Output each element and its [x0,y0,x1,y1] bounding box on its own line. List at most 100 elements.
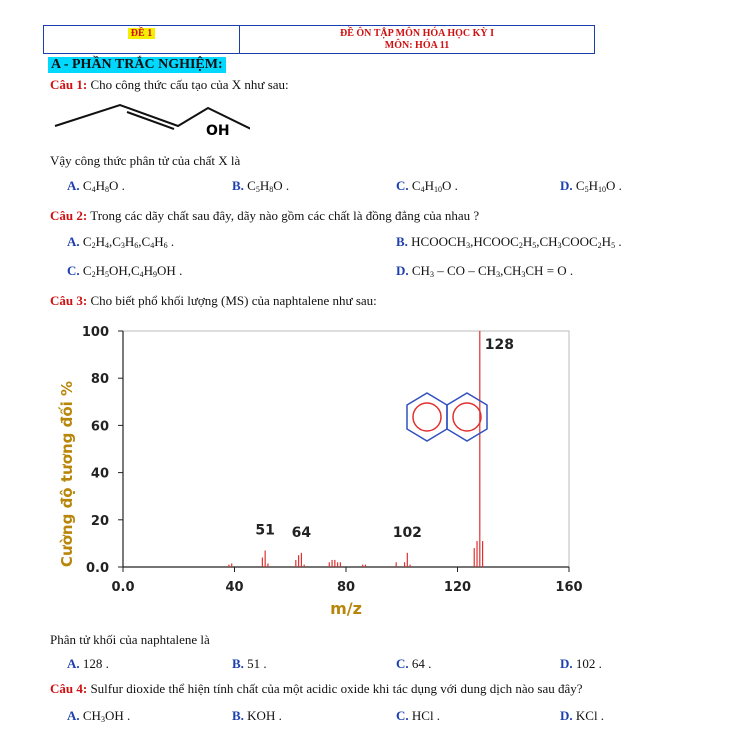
q4-option-a[interactable]: A. CH3OH . [67,708,130,724]
option-label: B. [396,234,412,249]
y-axis-label: Cường độ tương đối % [57,381,76,567]
option-label: D. [560,656,576,671]
formula-text: H [588,178,598,193]
q3-option-b[interactable]: B. 51 . [232,656,267,672]
peak-label-102: 102 [393,525,422,541]
option-label: A. [67,178,83,193]
formula-subscript: 5 [104,270,109,279]
q1-option-c[interactable]: C. C4H10O . [396,178,458,194]
option-label: D. [560,178,576,193]
axis-ticks: 0.0 40 80 120 160 0.0 20 40 60 80 100 [82,325,583,595]
question-4-text: Sulfur dioxide thể hiện tính chất của mộ… [90,681,583,696]
formula-subscript: 3 [100,715,105,724]
q1-option-a[interactable]: A. C4H8O . [67,178,125,194]
option-label: B. [232,178,248,193]
formula-text: OH,C [108,263,140,278]
q2-option-b[interactable]: B. HCOOCH3,HCOOC2H5,CH3COOC2H5 . [396,234,622,250]
x-tick-label: 0.0 [111,580,134,595]
formula-subscript: 9 [153,270,158,279]
structure-oh-label: OH [206,123,230,139]
q3-option-a[interactable]: A. 128 . [67,656,109,672]
y-axis-label-group: Cường độ tương đối % [57,381,76,567]
formula-text: H [601,234,612,249]
q2-option-a[interactable]: A. C2H4,C3H6,C4H6 . [67,234,174,250]
formula-subscript: 8 [104,185,109,194]
question-3-label: Câu 3: [50,293,88,308]
formula-text: O . [108,178,125,193]
formula-text: KOH . [247,708,282,723]
q1-option-b[interactable]: B. C5H8O . [232,178,289,194]
q4-option-d[interactable]: D. KCl . [560,708,604,724]
exam-title-cell: ĐỀ ÔN TẬP MÔN HÓA HỌC KỲ I MÔN: HÓA 11 [240,26,594,53]
formula-text: ,C [108,234,121,249]
formula-text: CH [411,263,430,278]
formula-subscript: 6 [134,241,139,250]
exam-header: ĐỀ 1 ĐỀ ÔN TẬP MÔN HÓA HỌC KỲ I MÔN: HÓA… [43,25,595,54]
formula-text: O . [273,178,290,193]
formula-text: ,HCOOC [470,234,519,249]
formula-text: C [247,178,256,193]
formula-text: HCOOCH [411,234,467,249]
formula-text: OH . [157,263,183,278]
formula-text: CH [82,708,101,723]
option-label: C. [396,656,412,671]
q2-option-d[interactable]: D. CH3 – CO – CH3,CH3CH = O . [396,263,573,279]
mass-spectrum-chart: Cường độ tương đối % 0.0 40 80 120 160 0.0 20 4… [57,325,583,618]
formula-text: H [522,234,533,249]
q4-option-c[interactable]: C. HCl . [396,708,440,724]
peak-label-128: 128 [485,337,514,353]
section-title: A - PHẦN TRẮC NGHIỆM: [48,57,226,73]
question-2: Câu 2: Trong các dãy chất sau đây, dãy n… [50,208,479,224]
q4-option-b[interactable]: B. KOH . [232,708,282,724]
option-label: A. [67,656,83,671]
question-4: Câu 4: Sulfur dioxide thể hiện tính chất… [50,681,583,697]
formula-subscript: 3 [496,270,501,279]
q3-option-c[interactable]: C. 64 . [396,656,431,672]
formula-text: C [82,263,92,278]
x-tick-label: 80 [337,580,355,595]
y-tick-label: 0.0 [86,561,109,576]
formula-text: – CO – CH [433,263,497,278]
formula-text: H [95,178,105,193]
formula-subscript: 2 [518,241,523,250]
formula-subscript: 2 [91,241,96,250]
structure-diagram: OH [54,103,250,139]
formula-subscript: 3 [466,241,471,250]
exam-code-cell: ĐỀ 1 [44,26,240,53]
formula-text: C [82,234,92,249]
option-label: B. [232,708,248,723]
formula-text: COOC [561,234,598,249]
formula-subscript: 4 [139,270,144,279]
exam-title: ĐỀ ÔN TẬP MÔN HÓA HỌC KỲ I [340,28,494,39]
peak-labels: 51 64 102 128 [255,337,514,541]
exam-code: ĐỀ 1 [127,28,156,39]
question-3-followup: Phân tử khối của naphtalene là [50,632,210,647]
option-label: B. [232,656,248,671]
y-tick-label: 60 [91,419,109,434]
formula-subscript: 4 [150,241,155,250]
question-3: Câu 3: Cho biết phổ khối lượng (MS) của … [50,293,377,309]
formula-text: ,CH [500,263,522,278]
peak-label-64: 64 [292,525,312,541]
question-1: Câu 1: Cho công thức cấu tạo của X như s… [50,77,289,93]
formula-subscript: 10 [597,185,606,194]
formula-subscript: 5 [611,241,616,250]
formula-subscript: 5 [255,185,260,194]
formula-text: OH . [104,708,131,723]
option-label: C. [396,178,412,193]
formula-text: ,C [138,234,151,249]
x-tick-label: 40 [225,580,243,595]
formula-subscript: 6 [163,241,168,250]
formula-text: C [575,178,585,193]
formula-subscript: 3 [521,270,526,279]
formula-text: CH = O . [525,263,574,278]
q3-option-d[interactable]: D. 102 . [560,656,602,672]
formula-text: ,CH [536,234,558,249]
q2-option-c[interactable]: C. C2H5OH,C4H9OH . [67,263,182,279]
option-label: C. [396,708,412,723]
q1-option-d[interactable]: D. C5H10O . [560,178,622,194]
naphthalene-aromatic-circle-right [452,402,482,432]
formula-text: C [411,178,421,193]
formula-text: C [82,178,92,193]
plot-frame [122,330,570,568]
